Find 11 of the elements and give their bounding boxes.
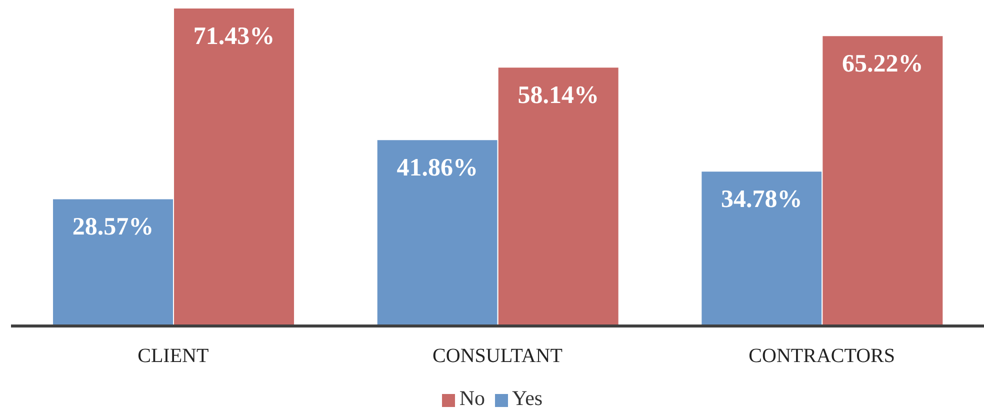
- data-label: 41.86%: [396, 154, 478, 182]
- legend-label: Yes: [512, 386, 543, 410]
- legend-label: No: [459, 386, 486, 410]
- data-label: 34.78%: [721, 186, 802, 213]
- data-label: 65.22%: [842, 50, 924, 78]
- x-tick-label: CONTRACTORS: [748, 345, 895, 368]
- data-label: 58.14%: [518, 82, 599, 109]
- data-label: 71.43%: [193, 22, 275, 50]
- data-label: 28.57%: [72, 214, 154, 241]
- x-tick-label: CLIENT: [138, 345, 209, 368]
- x-tick-label: CONSULTANT: [432, 345, 562, 368]
